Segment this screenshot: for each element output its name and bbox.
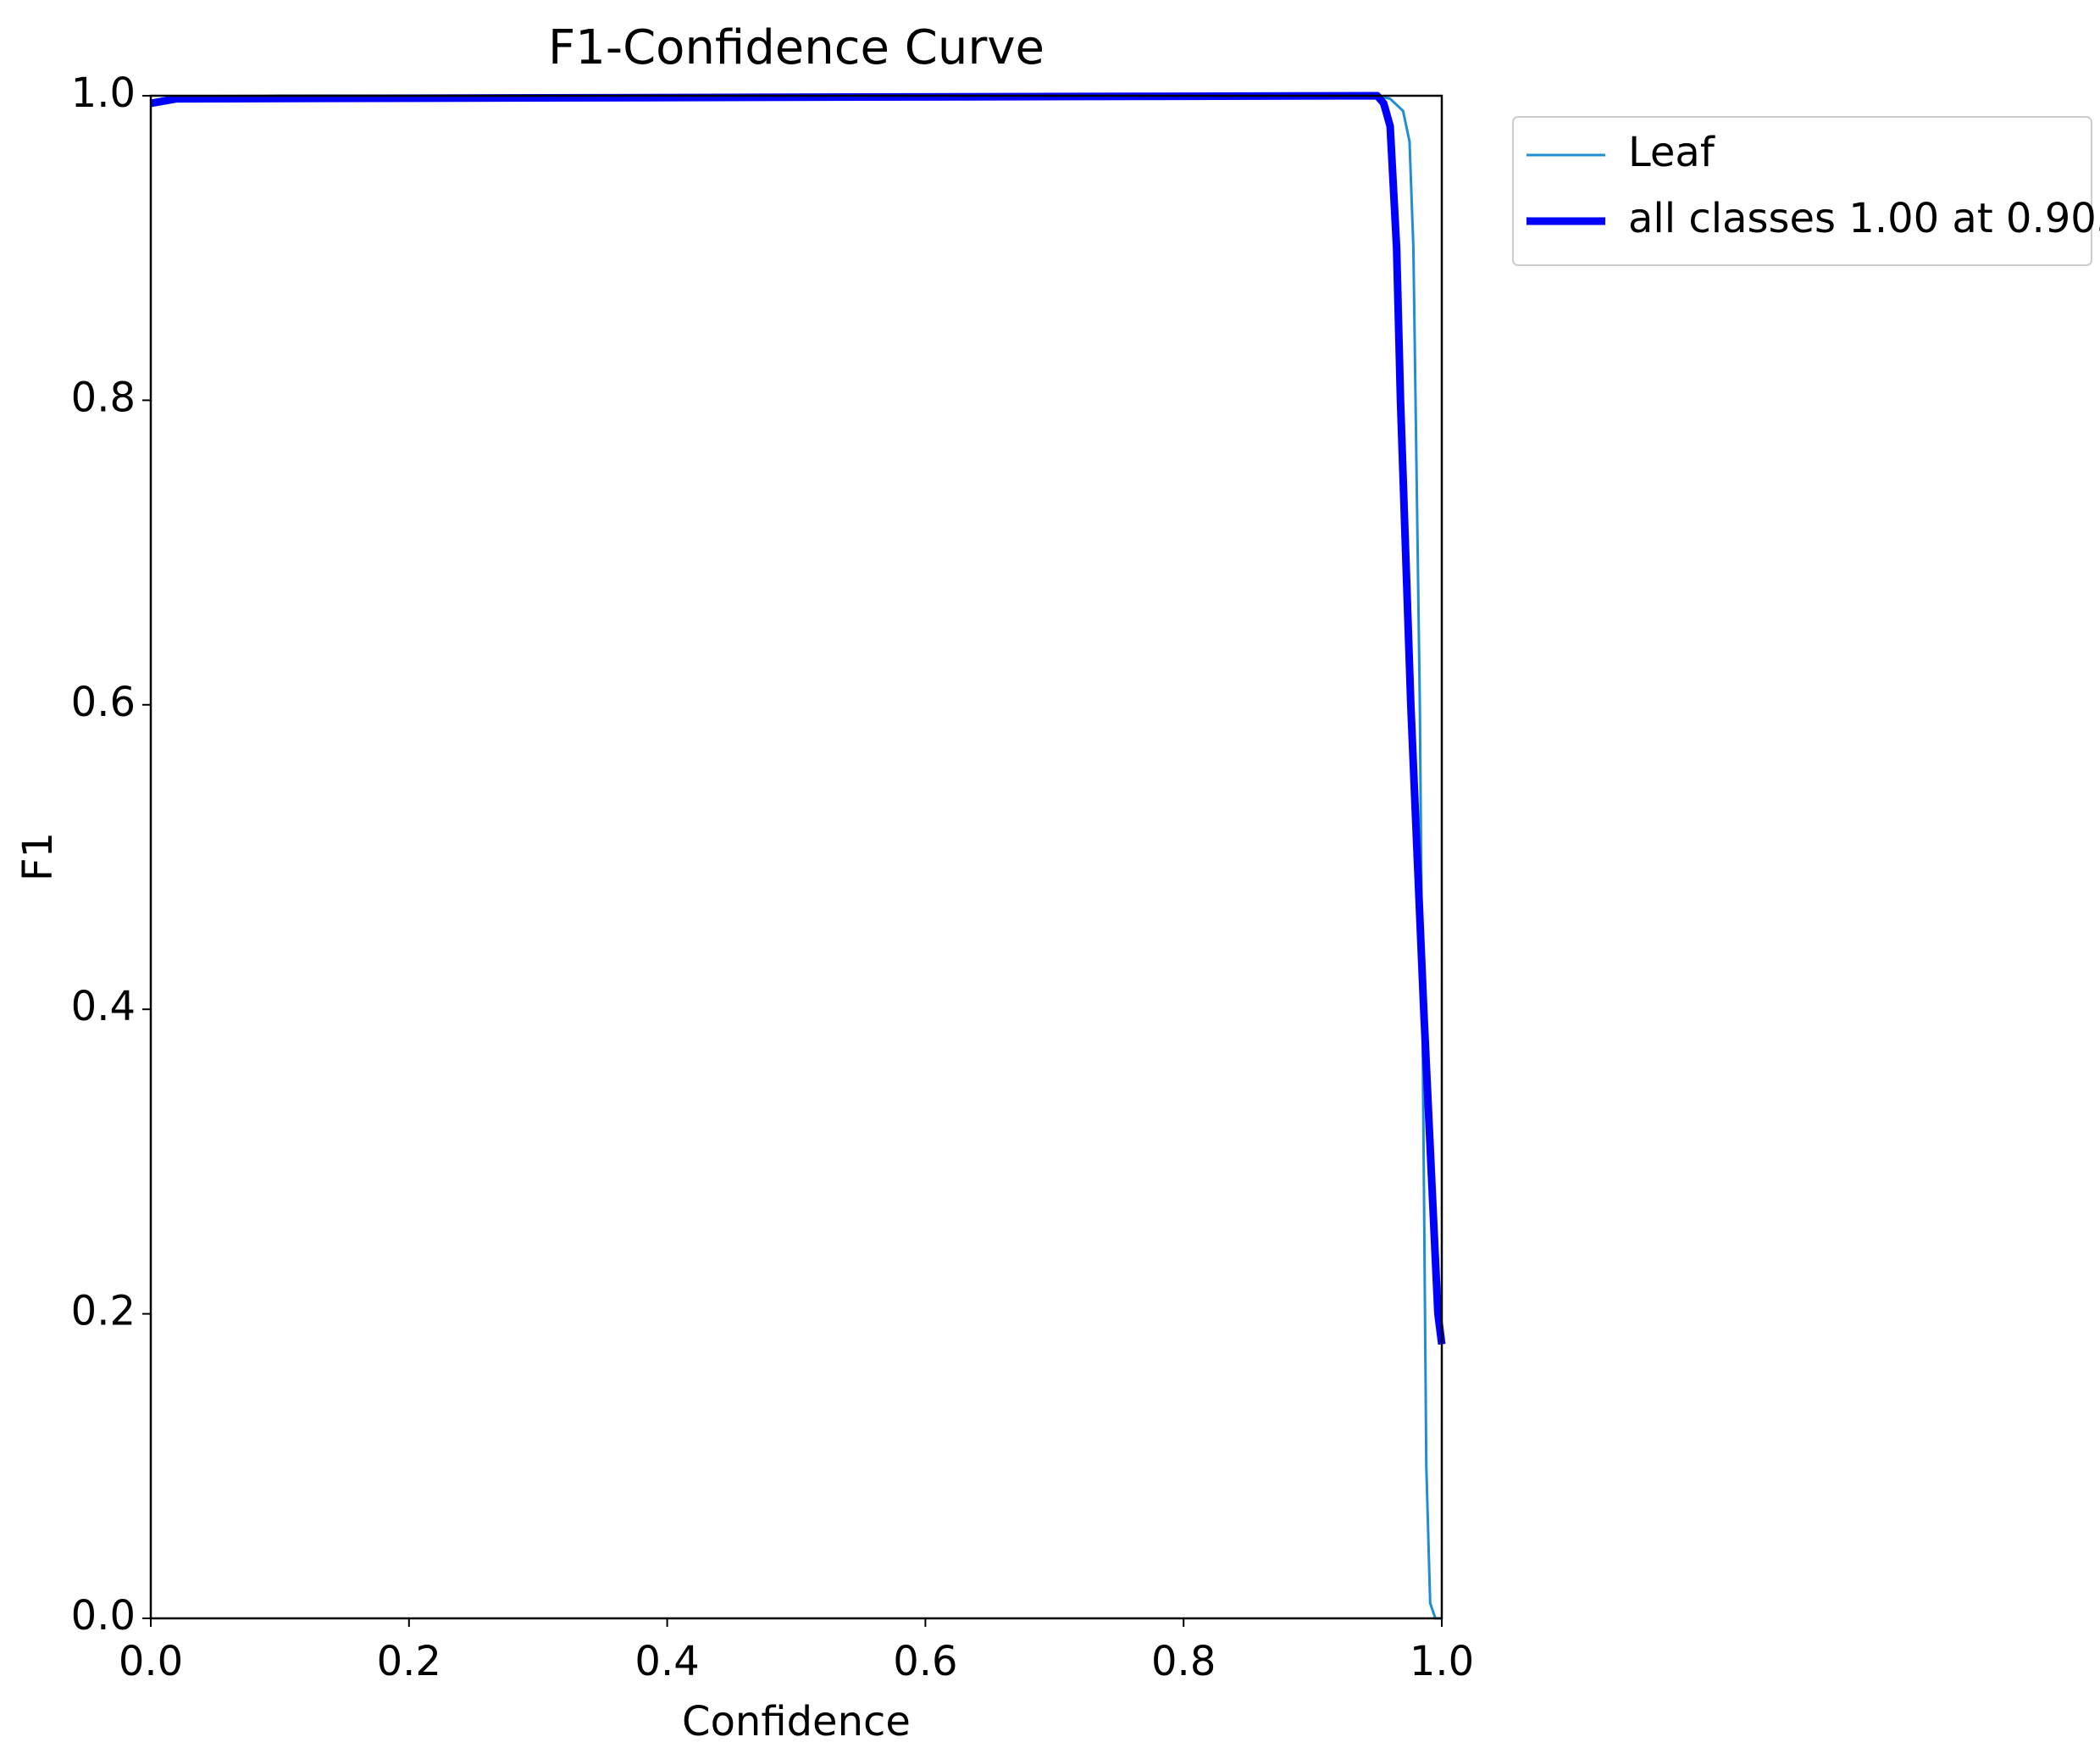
y-tick-label: 0.4	[71, 983, 136, 1030]
y-tick-label: 0.8	[71, 374, 136, 421]
y-tick-label: 0.2	[71, 1288, 136, 1335]
x-axis-label: Confidence	[682, 1698, 911, 1745]
legend-label: all classes 1.00 at 0.903	[1628, 195, 2100, 242]
x-tick-label: 1.0	[1410, 1638, 1474, 1685]
legend-label: Leaf	[1628, 129, 1715, 176]
legend-box	[1512, 116, 2092, 266]
x-tick-label: 0.6	[893, 1638, 957, 1685]
y-tick-label: 1.0	[71, 69, 136, 117]
chart-title: F1-Confidence Curve	[548, 20, 1044, 75]
x-tick-label: 0.4	[634, 1638, 699, 1685]
x-tick-label: 0.0	[119, 1638, 183, 1685]
y-tick-label: 0.0	[71, 1592, 136, 1640]
y-tick-label: 0.6	[71, 679, 136, 726]
x-tick-label: 0.8	[1151, 1638, 1216, 1685]
plot-frame	[149, 94, 1443, 1620]
x-tick-label: 0.2	[377, 1638, 441, 1685]
y-axis-label: F1	[14, 832, 62, 881]
